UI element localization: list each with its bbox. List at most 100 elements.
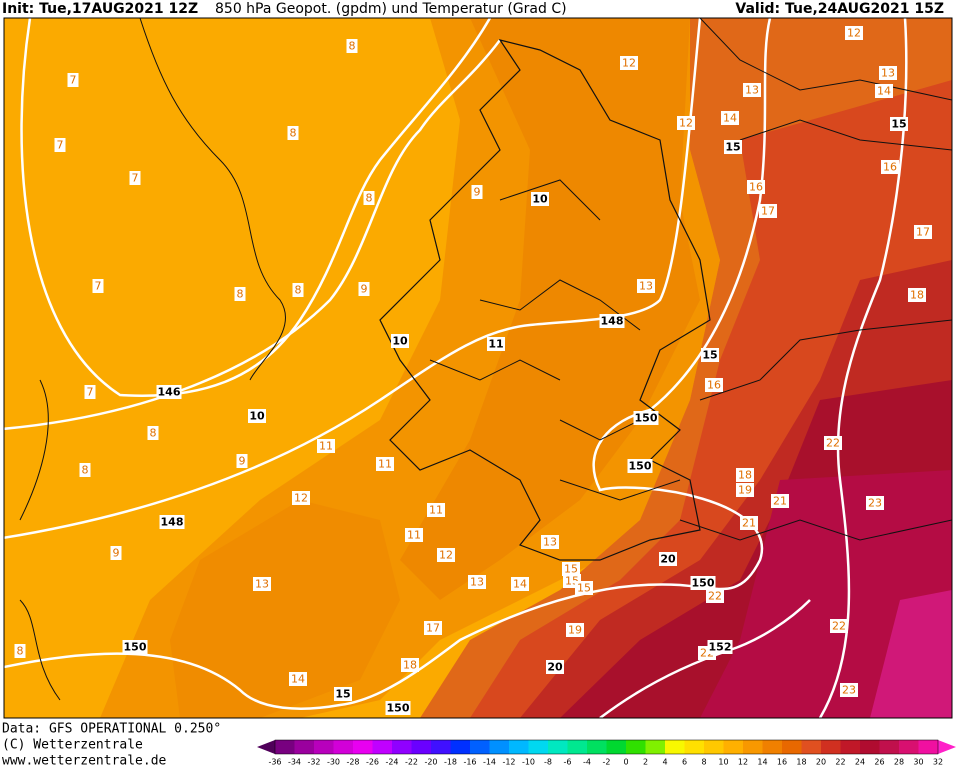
contour-label-box — [156, 385, 182, 399]
temperature-label: 21 — [742, 517, 756, 530]
colorbar-label: 24 — [855, 758, 865, 767]
temperature-label: 7 — [87, 386, 94, 399]
contour-label: 11 — [488, 338, 503, 351]
temperature-label-box — [747, 180, 765, 194]
colorbar-label: 0 — [623, 758, 628, 767]
temperature-label-box — [14, 644, 26, 658]
colorbar-label: 30 — [913, 758, 923, 767]
temperature-label: 22 — [832, 620, 846, 633]
temperature-label-box — [317, 439, 335, 453]
colorbar-swatch — [567, 740, 588, 754]
colorbar-label: -12 — [502, 758, 515, 767]
temperature-label: 22 — [708, 590, 722, 603]
temperature-label: 14 — [291, 673, 305, 686]
colorbar-swatch — [411, 740, 432, 754]
colorbar-swatch — [509, 740, 529, 754]
temperature-label-box — [743, 83, 761, 97]
temperature-label: 12 — [439, 549, 453, 562]
colorbar-swatch — [840, 740, 861, 754]
colorbar-swatch — [294, 740, 315, 754]
temperature-label-box — [566, 623, 584, 637]
colorbar-arrow-right — [938, 740, 956, 754]
temperature-label: 11 — [429, 504, 443, 517]
colorbar-label: -14 — [483, 758, 496, 767]
temperature-label: 15 — [564, 563, 578, 576]
temperature-label: 18 — [738, 469, 752, 482]
temperature-label-box — [427, 503, 445, 517]
temperature-label: 16 — [749, 181, 763, 194]
temperature-label: 19 — [568, 624, 582, 637]
temperature-label: 17 — [916, 226, 930, 239]
temperature-label: 14 — [877, 85, 891, 98]
temperature-label: 9 — [113, 547, 120, 560]
contour-label: 10 — [392, 335, 408, 348]
temperature-label-box — [346, 39, 358, 53]
temperature-label-box — [705, 378, 723, 392]
colorbar-swatch — [548, 740, 568, 754]
temperature-label: 11 — [378, 458, 392, 471]
colorbar-swatch — [899, 740, 919, 754]
contour-label: 150 — [387, 702, 410, 715]
temperature-label-box — [468, 575, 486, 589]
contour-label-box — [385, 701, 411, 715]
colorbar-label: 4 — [662, 758, 667, 767]
temperature-label-box — [292, 283, 304, 297]
temperature-label: 22 — [826, 437, 840, 450]
temperature-label: 13 — [255, 578, 269, 591]
colorbar-label: 2 — [643, 758, 648, 767]
contour-label-box — [122, 640, 148, 654]
temperature-label: 11 — [319, 440, 333, 453]
temperature-label-box — [830, 619, 848, 633]
temperature-label: 12 — [679, 117, 693, 130]
temperature-label: 19 — [738, 484, 752, 497]
colorbar-label: -22 — [405, 758, 418, 767]
colorbar-label: -10 — [522, 758, 535, 767]
colorbar-label: 20 — [816, 758, 826, 767]
colorbar-swatch — [392, 740, 412, 754]
temperature-label-box — [437, 548, 455, 562]
temperature-label-box — [908, 288, 926, 302]
temperature-label: 7 — [57, 139, 64, 152]
contour-label-box — [890, 117, 908, 131]
temperature-label: 9 — [239, 455, 246, 468]
temperature-label-box — [881, 160, 899, 174]
contour-label: 146 — [158, 386, 181, 399]
contour-label: 152 — [709, 641, 732, 654]
temperature-label-box — [736, 468, 754, 482]
contour-label-box — [391, 334, 409, 348]
temperature-label-box — [866, 496, 884, 510]
colorbar-label: -36 — [268, 758, 281, 767]
contour-label-box — [633, 411, 659, 425]
colorbar-swatch — [665, 740, 685, 754]
temperature-label-box — [289, 672, 307, 686]
temperature-label: 23 — [868, 497, 882, 510]
colorbar-swatch — [626, 740, 646, 754]
colorbar-label: 8 — [701, 758, 706, 767]
colorbar-label: 26 — [874, 758, 884, 767]
colorbar-swatch — [762, 740, 783, 754]
colorbar-swatch — [470, 740, 490, 754]
colorbar-swatch — [782, 740, 802, 754]
temperature-label-box — [110, 546, 122, 560]
colorbar-label: -28 — [346, 758, 359, 767]
contour-label-box — [599, 314, 625, 328]
temperature-label-box — [292, 491, 310, 505]
colorbar-label: -24 — [385, 758, 398, 767]
colorbar-label: 14 — [757, 758, 767, 767]
temperature-label: 13 — [639, 280, 653, 293]
temperature-label: 13 — [543, 536, 557, 549]
contour-label: 10 — [249, 410, 265, 423]
temperature-label-box — [424, 621, 442, 635]
colorbar-label: 16 — [777, 758, 787, 767]
temperature-label: 16 — [883, 161, 897, 174]
colorbar-swatch — [353, 740, 373, 754]
colorbar-label: -34 — [288, 758, 301, 767]
map-title: 850 hPa Geopot. (gpdm) und Temperatur (G… — [215, 1, 567, 17]
colorbar-swatch — [723, 740, 744, 754]
contour-label: 20 — [547, 661, 563, 674]
temperature-label: 13 — [881, 67, 895, 80]
temperature-label-box — [376, 457, 394, 471]
contour-label-box — [659, 552, 677, 566]
temperature-label-box — [54, 138, 66, 152]
temperature-label-box — [875, 84, 893, 98]
